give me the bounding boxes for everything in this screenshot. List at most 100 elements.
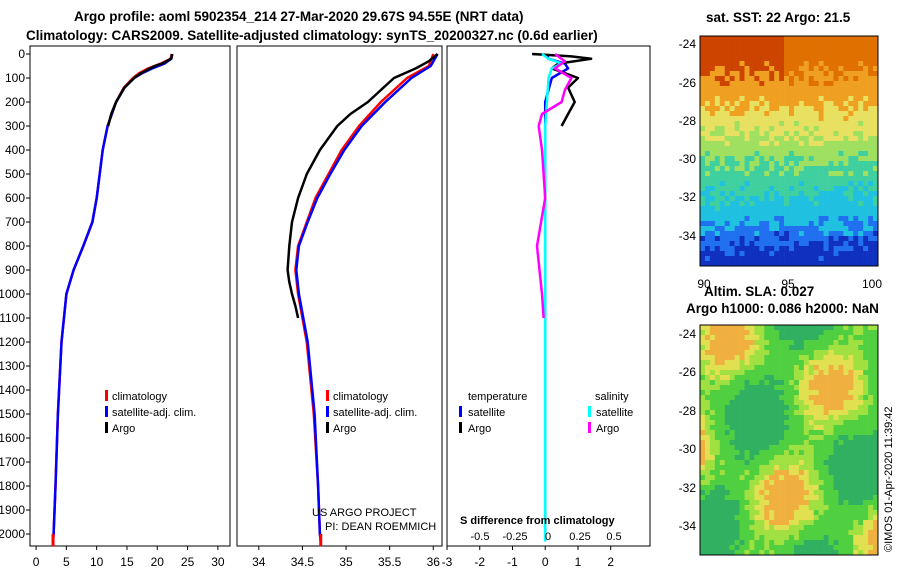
map-cell: [828, 196, 834, 202]
map-cell: [838, 211, 844, 217]
map-cell: [774, 445, 780, 451]
sla-map-title-1: Altim. SLA: 0.027: [704, 284, 814, 299]
map-cell: [729, 325, 735, 331]
map-cell: [734, 176, 740, 182]
map-cell: [793, 500, 800, 506]
map-cell: [853, 480, 859, 486]
map-cell: [789, 500, 795, 506]
map-cell: [838, 510, 844, 516]
map-cell: [838, 191, 844, 197]
map-cell: [858, 540, 864, 546]
map-cell: [873, 226, 879, 232]
map-cell: [793, 410, 800, 416]
map-cell: [813, 395, 819, 401]
map-cell: [789, 390, 795, 396]
map-cell: [838, 385, 844, 391]
map-cell: [808, 81, 815, 87]
map-cell: [734, 101, 740, 107]
map-cell: [818, 425, 824, 431]
map-cell: [868, 370, 874, 376]
map-cell: [808, 241, 815, 247]
map-cell: [793, 241, 800, 247]
map-cell: [739, 206, 745, 212]
map-cell: [764, 76, 770, 82]
map-cell: [704, 360, 711, 366]
map-cell: [833, 370, 839, 376]
map-cell: [833, 161, 839, 167]
map-cell: [744, 450, 750, 456]
map-cell: [774, 51, 780, 57]
map-cell: [759, 535, 765, 541]
map-cell: [719, 505, 726, 511]
map-cell: [798, 535, 805, 541]
map-cell: [813, 41, 819, 47]
map-cell: [798, 241, 805, 247]
map-cell: [700, 470, 706, 476]
map-cell: [873, 151, 879, 157]
map-cell: [798, 355, 805, 361]
map-cell: [818, 375, 824, 381]
map-cell: [853, 91, 859, 97]
map-cell: [774, 415, 780, 421]
map-cell: [813, 550, 819, 556]
map-cell: [873, 330, 879, 336]
map-cell: [784, 420, 790, 426]
map-cell: [843, 236, 849, 242]
map-cell: [739, 435, 745, 441]
map-cell: [734, 171, 740, 177]
map-cell: [823, 340, 829, 346]
map-cell: [739, 186, 745, 192]
map-cell: [744, 46, 750, 52]
map-cell: [769, 400, 775, 406]
map-cell: [779, 51, 785, 57]
map-cell: [873, 430, 879, 436]
map-cell: [863, 146, 869, 152]
map-cell: [838, 450, 844, 456]
x-tick-label: 10: [90, 555, 104, 569]
map-cell: [813, 420, 819, 426]
map-cell: [764, 106, 770, 112]
map-cell: [803, 141, 810, 147]
map-cell: [714, 146, 721, 152]
map-cell: [700, 530, 706, 536]
map-cell: [724, 470, 730, 476]
map-cell: [734, 475, 740, 481]
map-cell: [789, 385, 795, 391]
map-cell: [823, 161, 829, 167]
map-cell: [774, 81, 780, 87]
map-cell: [838, 350, 844, 356]
map-cell: [749, 241, 755, 247]
map-cell: [808, 51, 815, 57]
map-cell: [858, 166, 864, 172]
map-cell: [784, 525, 790, 531]
map-cell: [784, 515, 790, 521]
map-cell: [853, 111, 859, 117]
map-cell: [709, 385, 716, 391]
map-cell: [853, 435, 859, 441]
sst-y-tick-label: -28: [679, 114, 697, 128]
map-cell: [789, 490, 795, 496]
map-cell: [803, 36, 810, 42]
map-cell: [744, 211, 750, 217]
map-cell: [784, 455, 790, 461]
map-cell: [749, 445, 755, 451]
map-cell: [709, 425, 716, 431]
map-cell: [868, 515, 874, 521]
map-cell: [858, 505, 864, 511]
map-cell: [739, 420, 745, 426]
map-cell: [823, 221, 829, 227]
map-cell: [789, 480, 795, 486]
map-cell: [759, 221, 765, 227]
map-cell: [734, 485, 740, 491]
map-cell: [754, 76, 760, 82]
map-cell: [858, 106, 864, 112]
map-cell: [793, 485, 800, 491]
map-cell: [744, 116, 750, 122]
map-cell: [828, 41, 834, 47]
map-cell: [769, 221, 775, 227]
map-cell: [833, 520, 839, 526]
map-cell: [803, 86, 810, 92]
sla-y-tick-label: -26: [679, 365, 697, 379]
map-cell: [774, 520, 780, 526]
map-cell: [823, 151, 829, 157]
